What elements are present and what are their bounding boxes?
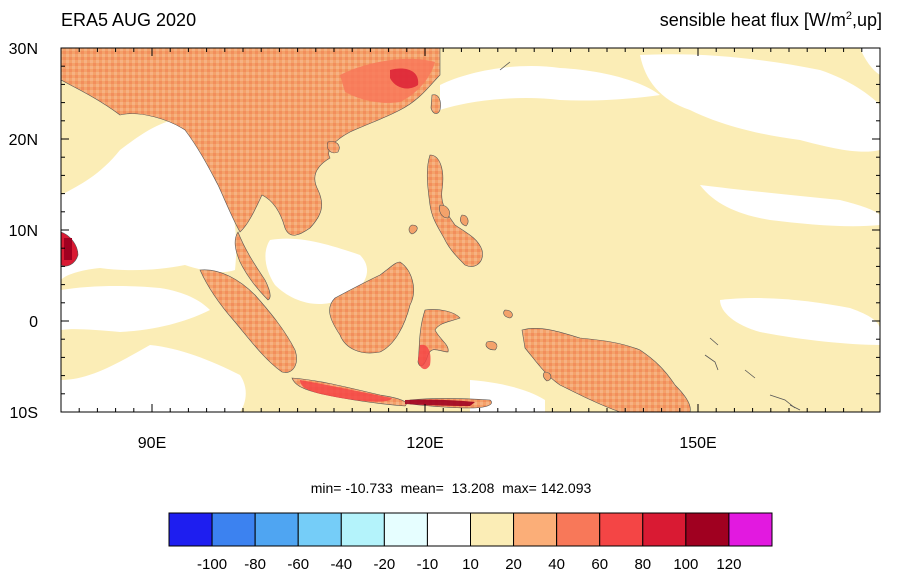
colorbar-swatch bbox=[340, 512, 385, 547]
low-flux-regions bbox=[61, 48, 880, 412]
small-islands bbox=[408, 204, 552, 382]
title-units-superscript: 2 bbox=[845, 10, 852, 22]
stats-min-value: -10.733 bbox=[345, 480, 393, 496]
colorbar-swatch bbox=[254, 512, 299, 547]
map-title-left: ERA5 AUG 2020 bbox=[61, 10, 197, 30]
lat-tick-label: 30N bbox=[9, 41, 38, 58]
lat-tick-label: 10N bbox=[9, 223, 38, 240]
colorbar-label: 120 bbox=[716, 556, 741, 573]
colorbar-swatch bbox=[168, 512, 213, 547]
colorbar-swatch bbox=[599, 512, 644, 547]
colorbar-label: -10 bbox=[417, 556, 439, 573]
title-units-main: sensible heat flux [W/m bbox=[659, 10, 846, 30]
stats-line: min= -10.733 mean= 13.208 max= 142.093 bbox=[0, 480, 902, 496]
pacific-island-outlines bbox=[499, 61, 801, 411]
map-area bbox=[61, 48, 880, 412]
title-units-tail: ,up] bbox=[851, 10, 882, 30]
malay-peninsula bbox=[234, 231, 271, 301]
colorbar-label: 40 bbox=[548, 556, 565, 573]
colorbar-label: 10 bbox=[462, 556, 479, 573]
borneo-island bbox=[329, 261, 414, 354]
lat-tick-label: 0 bbox=[29, 314, 38, 331]
colorbar-swatch bbox=[685, 512, 730, 547]
colorbar-swatch bbox=[426, 512, 471, 547]
stats-mean-value: 13.208 bbox=[451, 480, 495, 496]
colorbar-label: -20 bbox=[374, 556, 396, 573]
colorbar-label: -40 bbox=[330, 556, 352, 573]
hainan-island bbox=[327, 141, 340, 154]
map-title-right: sensible heat flux [W/m2,up] bbox=[660, 10, 882, 31]
new-guinea-island bbox=[521, 327, 691, 412]
colorbar-label: 100 bbox=[673, 556, 698, 573]
stats-max-value: 142.093 bbox=[540, 480, 592, 496]
taiwan-island bbox=[430, 94, 441, 114]
colorbar-label: 60 bbox=[591, 556, 608, 573]
colorbar-swatch bbox=[383, 512, 428, 547]
colorbar-swatch bbox=[556, 512, 601, 547]
colorbar-label: -60 bbox=[287, 556, 309, 573]
philippines-islands bbox=[426, 154, 483, 267]
lat-tick-label: 20N bbox=[9, 132, 38, 149]
mainland-asia bbox=[61, 48, 441, 236]
lon-tick-label: 90E bbox=[138, 435, 166, 452]
colorbar-label: 80 bbox=[634, 556, 651, 573]
colorbar: -100 -80 -60 -40 -20 -10 10 20 40 60 80 100 120 bbox=[168, 512, 773, 573]
colorbar-swatch bbox=[470, 512, 515, 547]
lon-tick-label: 120E bbox=[406, 435, 443, 452]
axis-ticks bbox=[60, 47, 881, 413]
colorbar-swatch bbox=[642, 512, 687, 547]
latitude-labels: 30N 20N 10N 0 10S bbox=[9, 41, 38, 422]
sumatra-island bbox=[199, 269, 297, 373]
colorbar-swatch bbox=[297, 512, 342, 547]
colorbar-swatch bbox=[211, 512, 256, 547]
colorbar-swatch bbox=[728, 512, 773, 547]
stats-mean-label: mean= bbox=[400, 480, 444, 496]
stats-min-label: min= bbox=[310, 480, 342, 496]
lat-tick-label: 10S bbox=[10, 405, 38, 422]
colorbar-swatch bbox=[513, 512, 558, 547]
colorbar-label: 20 bbox=[505, 556, 522, 573]
longitude-labels: 90E 120E 150E bbox=[138, 435, 717, 452]
lon-tick-label: 150E bbox=[679, 435, 716, 452]
colorbar-label: -80 bbox=[244, 556, 266, 573]
hot-spots bbox=[64, 58, 475, 406]
stats-max-label: max= bbox=[502, 480, 537, 496]
colorbar-label: -100 bbox=[197, 556, 227, 573]
